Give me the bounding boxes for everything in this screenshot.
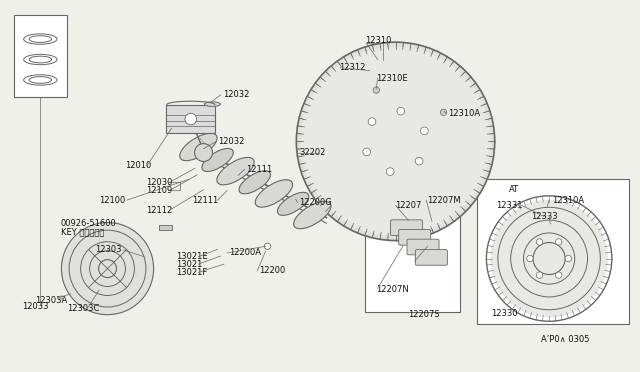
Ellipse shape [556,239,562,245]
Ellipse shape [536,239,543,245]
Text: 12310A: 12310A [448,109,480,118]
Text: 12207: 12207 [396,201,422,210]
Ellipse shape [296,42,495,241]
Ellipse shape [180,133,217,161]
Bar [14,15,67,97]
Ellipse shape [255,180,292,207]
FancyBboxPatch shape [415,250,447,265]
Ellipse shape [415,157,423,165]
Text: 12310: 12310 [365,36,391,45]
Text: 12111: 12111 [192,196,218,205]
Text: 12303: 12303 [95,246,121,254]
Ellipse shape [368,118,376,125]
Ellipse shape [301,46,490,236]
Ellipse shape [397,107,404,115]
Ellipse shape [420,127,428,135]
Ellipse shape [565,255,572,262]
Ellipse shape [277,192,309,215]
Text: 12303C: 12303C [67,304,100,312]
Ellipse shape [61,222,154,315]
Ellipse shape [440,109,447,116]
Text: 13021E: 13021E [176,252,207,261]
Text: 12109: 12109 [146,186,172,195]
Bar [159,225,172,230]
Ellipse shape [363,148,371,156]
Ellipse shape [556,272,562,278]
Ellipse shape [373,87,380,93]
Text: 12303A: 12303A [35,296,67,305]
Ellipse shape [217,157,254,185]
Text: 12111: 12111 [246,165,273,174]
Ellipse shape [387,168,394,176]
Ellipse shape [527,255,533,262]
Text: 12207S: 12207S [408,310,440,319]
FancyBboxPatch shape [399,230,431,245]
Ellipse shape [536,272,543,278]
FancyBboxPatch shape [390,220,422,235]
Text: 12200A: 12200A [229,248,261,257]
Text: 12032: 12032 [223,90,249,99]
Text: 13021: 13021 [176,260,202,269]
Text: 12033: 12033 [22,302,49,311]
Ellipse shape [239,171,271,194]
Text: 12200G: 12200G [300,198,332,207]
Text: 12333: 12333 [531,212,558,221]
Text: KEY キー（２）: KEY キー（２） [61,227,104,236]
Ellipse shape [490,200,608,317]
Text: 12010: 12010 [125,161,151,170]
Text: AT: AT [509,185,519,194]
Text: 12330: 12330 [492,309,518,318]
Text: 12207M: 12207M [428,196,461,205]
Text: 12112: 12112 [146,206,172,215]
Text: 12207N: 12207N [376,285,409,294]
Text: 12032: 12032 [218,137,244,146]
Text: 00926-51600: 00926-51600 [61,219,116,228]
Ellipse shape [58,296,64,299]
Text: 12331: 12331 [496,201,522,210]
FancyBboxPatch shape [407,239,439,255]
Bar [365,180,460,312]
Bar [166,105,215,133]
Bar [477,179,629,324]
Text: 12030: 12030 [146,178,172,187]
Text: 12100: 12100 [99,196,125,205]
Text: A’P0∧ 0305: A’P0∧ 0305 [541,335,589,344]
Text: 12207: 12207 [415,257,441,266]
Ellipse shape [264,243,271,250]
Ellipse shape [205,102,220,106]
Text: 12310E: 12310E [376,74,408,83]
Ellipse shape [195,144,212,161]
Ellipse shape [294,201,331,229]
Text: 13021F: 13021F [176,268,207,277]
Text: 12312: 12312 [339,63,365,72]
Ellipse shape [202,148,234,171]
Text: 32202: 32202 [300,148,326,157]
Text: 12310A: 12310A [552,196,584,205]
Ellipse shape [185,113,196,125]
Text: 12200: 12200 [259,266,285,275]
